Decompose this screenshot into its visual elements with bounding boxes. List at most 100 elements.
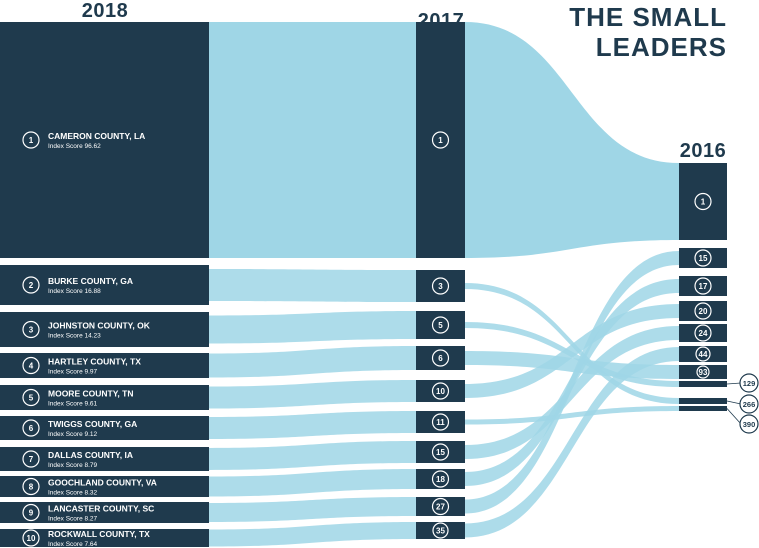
svg-text:6: 6 <box>438 354 443 363</box>
leader-line <box>726 400 742 405</box>
column-title-2016: 2016 <box>679 140 727 162</box>
svg-text:6: 6 <box>29 424 34 433</box>
node-2016 <box>679 346 727 362</box>
node-2016 <box>679 406 727 411</box>
svg-text:15: 15 <box>699 254 708 263</box>
svg-text:2: 2 <box>29 281 34 290</box>
rank-badge-2016-outside: 266 <box>739 394 759 414</box>
node-2018 <box>0 447 209 471</box>
svg-text:1: 1 <box>29 136 34 145</box>
leader-line <box>726 408 742 425</box>
node-2016 <box>679 365 727 379</box>
node-2018 <box>0 385 209 410</box>
flow-2018-2017 <box>209 522 416 547</box>
svg-text:4: 4 <box>29 362 34 371</box>
county-name: GOOCHLAND COUNTY, VA <box>48 478 157 488</box>
svg-text:5: 5 <box>438 321 443 330</box>
flows-layer <box>209 22 679 547</box>
rank-badge-2018: 5 <box>22 388 40 407</box>
flow-2017-2016 <box>465 326 679 459</box>
flow-2018-2017 <box>209 497 416 522</box>
main-title-line-1: THE SMALL <box>569 2 727 32</box>
rank-badge-2018: 8 <box>22 477 40 496</box>
flow-2018-2017 <box>209 22 416 258</box>
rank-badge-2017: 1 <box>431 131 450 149</box>
node-2017 <box>416 469 465 489</box>
node-2018 <box>0 22 209 258</box>
flow-2018-2017 <box>209 469 416 497</box>
county-name: HARTLEY COUNTY, TX <box>48 357 141 367</box>
rank-badge-2018: 2 <box>22 276 40 294</box>
svg-text:15: 15 <box>436 448 445 457</box>
node-2018 <box>0 265 209 305</box>
index-score: Index Score 14.23 <box>48 333 101 340</box>
node-2018 <box>0 416 209 440</box>
node-2017 <box>416 522 465 539</box>
svg-text:3: 3 <box>29 326 34 335</box>
node-2018 <box>0 476 209 497</box>
svg-text:24: 24 <box>699 329 708 338</box>
svg-text:5: 5 <box>29 394 34 403</box>
index-score: Index Score 9.12 <box>48 431 98 438</box>
rank-badge-2016-outside: 390 <box>739 414 759 434</box>
svg-text:7: 7 <box>29 455 34 464</box>
main-title-line-2: LEADERS <box>595 32 727 62</box>
flow-2018-2017 <box>209 311 416 344</box>
rank-badge-2018: 10 <box>22 529 40 547</box>
rank-badge-2016: 15 <box>694 249 712 267</box>
rank-badge-2017: 15 <box>431 443 450 461</box>
index-score: Index Score 8.32 <box>48 490 98 497</box>
svg-text:9: 9 <box>29 509 34 518</box>
rank-badge-2018: 9 <box>22 503 40 522</box>
svg-text:18: 18 <box>436 475 445 484</box>
flow-2017-2016 <box>465 406 679 425</box>
column-title-2018: 2018 <box>81 0 129 22</box>
rank-badge-2018: 3 <box>22 320 40 339</box>
county-name: DALLAS COUNTY, IA <box>48 450 133 460</box>
svg-text:1: 1 <box>701 198 706 207</box>
node-2017 <box>416 311 465 339</box>
svg-text:3: 3 <box>438 282 443 291</box>
svg-text:20: 20 <box>699 307 708 316</box>
node-2018 <box>0 312 209 347</box>
flow-2017-2016 <box>465 304 679 398</box>
rank-badge-2018: 6 <box>22 419 40 437</box>
index-score: Index Score 8.27 <box>48 516 98 523</box>
rank-badge-2017: 11 <box>431 413 450 431</box>
flow-2017-2016 <box>465 347 679 538</box>
flow-2018-2017 <box>209 269 416 302</box>
node-2016 <box>679 398 727 404</box>
county-name: LANCASTER COUNTY, SC <box>48 504 154 514</box>
rank-badge-2017: 35 <box>432 522 449 539</box>
rank-badge-2016: 24 <box>694 324 712 342</box>
flow-2017-2016 <box>465 22 679 258</box>
svg-text:8: 8 <box>29 483 34 492</box>
node-2017 <box>416 441 465 463</box>
flow-2018-2017 <box>209 441 416 470</box>
node-2017 <box>416 22 465 258</box>
county-name: CAMERON COUNTY, LA <box>48 131 145 141</box>
node-2018 <box>0 529 209 547</box>
node-2018 <box>0 353 209 378</box>
svg-text:1: 1 <box>438 136 443 145</box>
main-title: THE SMALL LEADERS <box>527 2 727 62</box>
svg-text:93: 93 <box>699 368 708 377</box>
rank-badge-2017: 3 <box>431 277 450 295</box>
rank-badge-2018: 7 <box>22 450 40 468</box>
flow-2017-2016 <box>465 251 679 514</box>
county-name: JOHNSTON COUNTY, OK <box>48 321 151 331</box>
rank-badge-2017: 18 <box>431 470 450 488</box>
index-score: Index Score 16.88 <box>48 288 101 295</box>
index-score: Index Score 9.97 <box>48 369 98 376</box>
node-2016 <box>679 276 727 296</box>
index-score: Index Score 8.79 <box>48 462 98 469</box>
node-2016 <box>679 301 727 321</box>
nodes-layer <box>0 22 727 547</box>
node-2016 <box>679 381 727 387</box>
index-score: Index Score 96.62 <box>48 143 101 150</box>
svg-text:10: 10 <box>27 534 36 543</box>
node-2016 <box>679 324 727 342</box>
rank-badge-2017: 6 <box>431 349 450 367</box>
node-2017 <box>416 411 465 433</box>
